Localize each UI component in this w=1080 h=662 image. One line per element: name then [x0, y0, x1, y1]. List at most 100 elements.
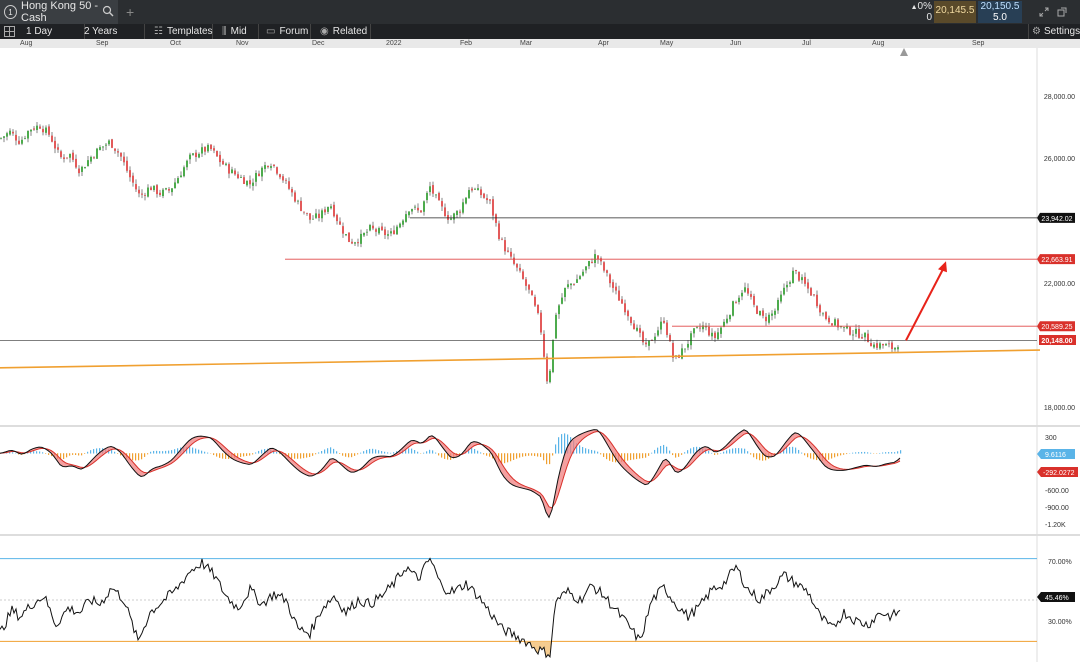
macd-histogram-bar — [84, 453, 86, 454]
ask-button[interactable]: 20,150.5 5.0 — [978, 1, 1022, 23]
macd-histogram-bar — [369, 448, 371, 454]
settings-button[interactable]: ⚙ Settings — [1028, 24, 1080, 39]
candle — [495, 213, 497, 227]
macd-histogram-bar — [66, 453, 68, 458]
time-label: Sep — [96, 40, 109, 47]
candle — [438, 191, 440, 201]
macd-histogram-bar — [300, 453, 302, 459]
templates-button[interactable]: ☷ Templates — [150, 24, 213, 39]
candle — [594, 249, 596, 268]
candle — [489, 198, 491, 205]
macd-histogram-bar — [321, 451, 323, 454]
candle — [666, 319, 668, 338]
add-tab-button[interactable]: + — [126, 4, 135, 20]
macd-histogram-bar — [438, 453, 440, 456]
candle — [573, 283, 575, 286]
candle — [633, 320, 635, 330]
macd-histogram-bar — [39, 451, 41, 454]
candle — [222, 158, 224, 165]
candle — [429, 181, 431, 196]
spread-value: 5.0 — [993, 12, 1007, 23]
candle — [87, 156, 89, 167]
candle — [291, 186, 293, 197]
candle — [303, 211, 305, 215]
interval-select[interactable]: 1 Day — [18, 24, 85, 39]
horizontal-levels[interactable]: 23,942.02 22,663.91 20,589.25 — [0, 212, 1075, 369]
scroll-marker-icon[interactable] — [900, 48, 908, 56]
layout-icon[interactable] — [4, 26, 15, 37]
macd-histogram-bar — [171, 450, 173, 454]
candle — [261, 166, 263, 182]
price-tick: 28,000.00 — [1044, 94, 1075, 101]
candle — [360, 229, 362, 248]
candle — [96, 147, 98, 159]
candle — [795, 269, 797, 275]
macd-histogram-bar — [90, 450, 92, 454]
macd-histogram-bar — [897, 451, 899, 454]
expand-icon[interactable] — [1039, 7, 1049, 17]
macd-histogram-bar — [252, 453, 254, 455]
instrument-tab[interactable]: 1 Hong Kong 50 - Cash — [0, 0, 118, 24]
candle — [216, 150, 218, 157]
candle — [660, 317, 662, 335]
candle — [465, 197, 467, 205]
macd-histogram-bar — [828, 453, 830, 460]
candle — [420, 210, 422, 213]
macd-histogram-bar — [150, 451, 152, 454]
macd-histogram-bar — [642, 453, 644, 459]
forecast-arrow[interactable] — [905, 266, 945, 341]
candle — [375, 227, 377, 237]
popout-icon[interactable] — [1057, 7, 1067, 17]
search-icon[interactable] — [102, 5, 114, 17]
macd-histogram-bar — [795, 447, 797, 454]
candle — [510, 247, 512, 259]
candle — [582, 269, 584, 277]
macd-histogram-bar — [717, 453, 719, 455]
macd-histogram-bar — [657, 447, 659, 454]
candle — [237, 171, 239, 180]
rsi-value-tag — [1037, 592, 1075, 602]
candle — [504, 236, 506, 255]
bid-button[interactable]: 20,145.5 — [934, 1, 976, 23]
macd-histogram-bar — [561, 434, 563, 454]
macd-histogram-bar — [678, 453, 680, 457]
candle — [99, 145, 101, 151]
range-select[interactable]: 2 Years — [84, 24, 145, 39]
templates-icon: ☷ — [154, 26, 163, 37]
related-button[interactable]: ◉ Related — [316, 24, 371, 39]
candle — [834, 317, 836, 327]
time-label: Nov — [236, 40, 249, 47]
support-trendline[interactable] — [0, 349, 1041, 369]
macd-histogram-bar — [894, 452, 896, 454]
candle — [48, 124, 50, 137]
price-type-select[interactable]: ⫼ Mid — [218, 24, 259, 39]
macd-histogram-bar — [666, 446, 668, 454]
candle — [492, 196, 494, 221]
macd-histogram-bar — [189, 446, 191, 454]
macd-histogram-bar — [129, 453, 131, 460]
candle — [585, 266, 587, 274]
candle — [12, 129, 14, 136]
macd-histogram-bar — [444, 453, 446, 459]
candle — [267, 165, 269, 169]
candle — [822, 312, 824, 317]
candle — [672, 340, 674, 362]
macd-histogram-bar — [117, 453, 119, 454]
macd-histogram-bar — [132, 453, 134, 461]
candle — [363, 232, 365, 238]
macd-histogram-bar — [279, 453, 281, 455]
macd-histogram-bar — [30, 451, 32, 454]
rsi-value: 45.46% — [1045, 595, 1069, 602]
level-value: 22,663.91 — [1041, 257, 1072, 264]
macd-histogram-bar — [729, 449, 731, 454]
candle — [111, 138, 113, 149]
macd-histogram-bar — [858, 452, 860, 454]
macd-histogram-bar — [681, 453, 683, 455]
macd-histogram-bar — [336, 451, 338, 454]
candle — [165, 187, 167, 191]
candle — [792, 267, 794, 284]
candle — [156, 184, 158, 198]
price-chart[interactable]: 28,000.00 26,000.00 22,000.00 18,000.00 … — [0, 48, 1080, 662]
candle — [198, 152, 200, 159]
forum-button[interactable]: ▭ Forum — [262, 24, 311, 39]
